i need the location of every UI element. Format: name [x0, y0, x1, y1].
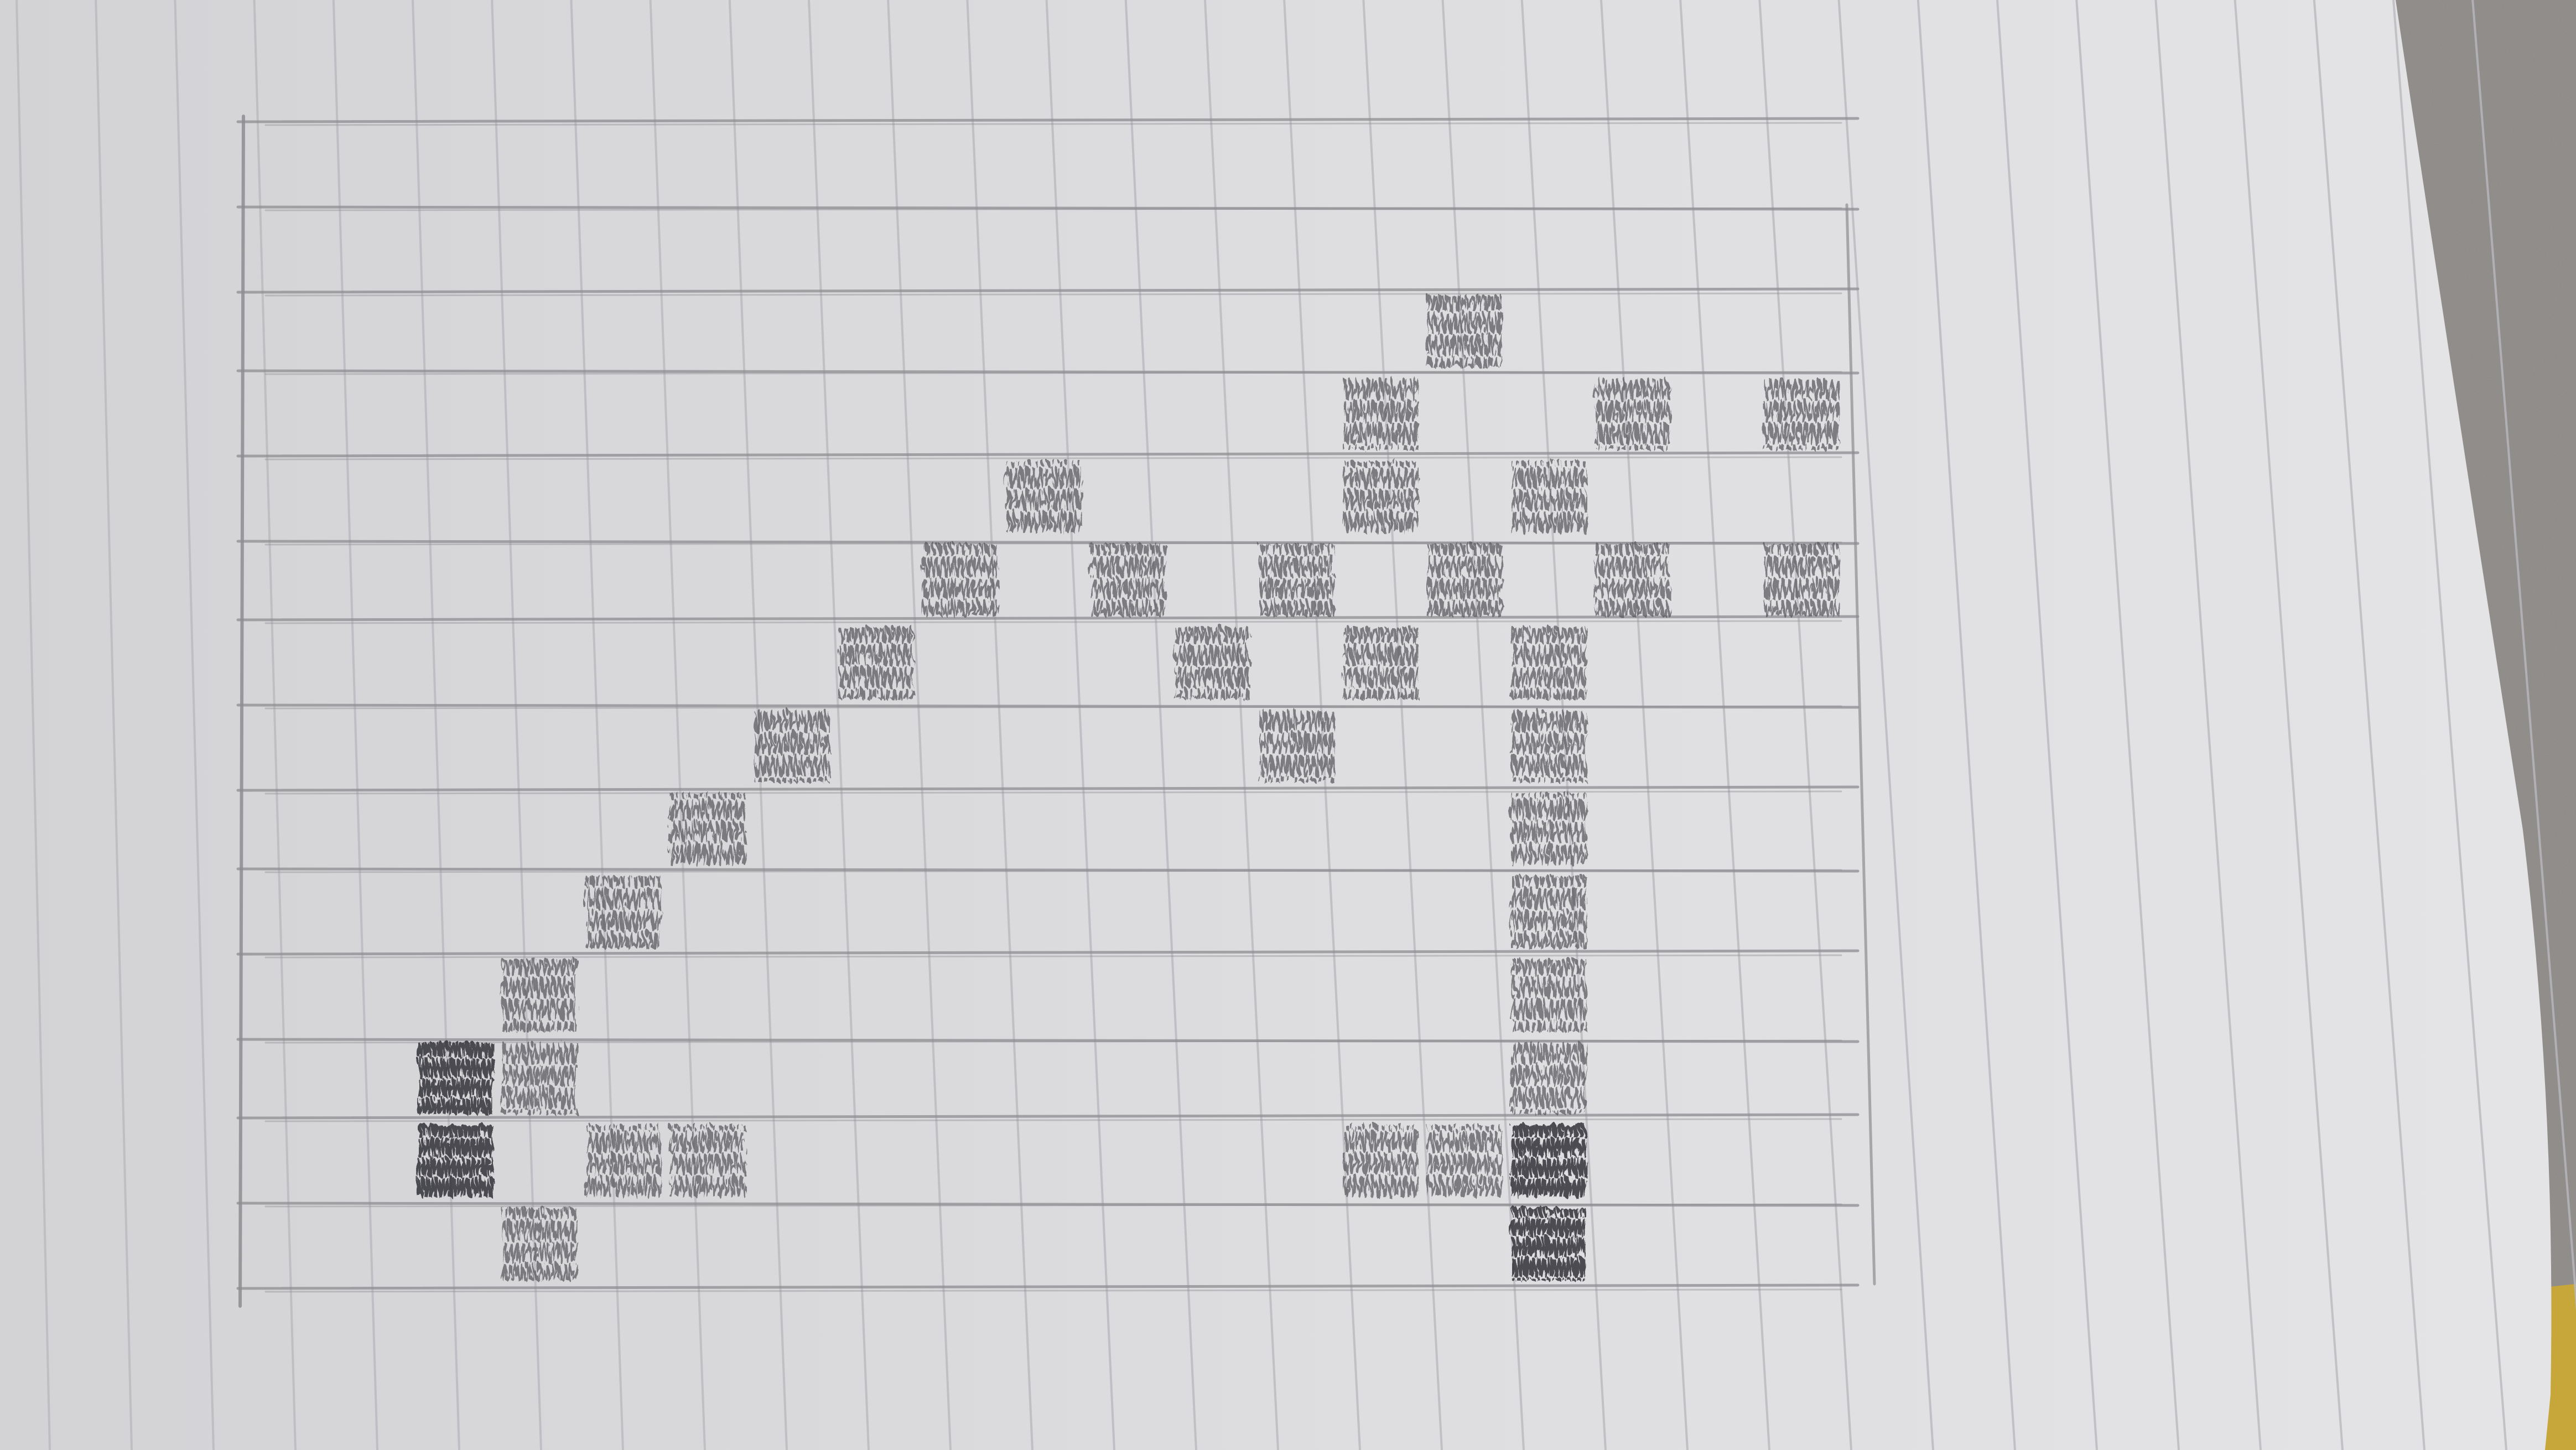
page-ruling-line: [1758, 0, 1852, 1450]
shaded-cell: [668, 791, 744, 863]
shaded-cells: [416, 293, 1837, 1278]
shaded-cell: [1425, 1123, 1500, 1195]
page-ruling-line: [1917, 0, 2016, 1450]
page-ruling-line: [1124, 0, 1197, 1450]
shaded-cell: [1005, 459, 1080, 531]
page-ruling-line: [1045, 0, 1115, 1450]
page-ruling-line: [570, 0, 624, 1450]
page-ruling-line: [966, 0, 1033, 1450]
shaded-cell: [1593, 376, 1669, 448]
pencil-grid-line: [236, 369, 1860, 375]
shaded-cell: [1509, 708, 1585, 780]
page-ruling-line: [1679, 0, 1770, 1450]
shaded-cell: [1341, 376, 1416, 448]
pencil-grid-line: [236, 949, 1860, 956]
pencil-grid-line: [236, 1202, 1860, 1207]
shaded-cell: [668, 1123, 744, 1195]
page-ruling-line: [2471, 0, 2576, 1312]
shaded-cell: [416, 1123, 491, 1195]
page-ruling-line: [15, 0, 51, 1450]
page-ruling-line: [649, 0, 706, 1450]
shaded-cell: [500, 1206, 575, 1278]
page-ruling-line: [887, 0, 952, 1450]
shaded-cell: [1509, 874, 1585, 946]
shaded-cell: [500, 957, 575, 1029]
page-ruling-line: [253, 0, 297, 1450]
pencil-grid-line: [264, 1118, 1842, 1122]
page-rulings: [15, 0, 2576, 1450]
page-ruling-line: [808, 0, 870, 1450]
pencil-grid-line: [238, 115, 245, 1308]
shaded-cell: [1509, 791, 1585, 863]
shaded-cell: [1509, 957, 1585, 1029]
shaded-cell: [416, 1040, 491, 1112]
shaded-cell: [1509, 459, 1585, 531]
pencil-grid-line: [264, 620, 1842, 624]
pencil-grid-line: [236, 451, 1860, 458]
pencil-grid-line: [236, 205, 1860, 211]
pencil-grid-line: [236, 1283, 1860, 1290]
page-ruling-line: [1837, 0, 1934, 1450]
pencil-grid-line: [264, 292, 1842, 297]
page-ruling-line: [2313, 0, 2426, 1450]
page-ruling-line: [174, 0, 215, 1450]
pencil-grid-line: [236, 703, 1860, 709]
page-ruling-line: [2154, 0, 2262, 1450]
page-ruling-line: [2234, 0, 2344, 1450]
shaded-cell: [1593, 542, 1669, 614]
page-ruling-line: [1996, 0, 2098, 1450]
pencil-grid-line: [236, 287, 1860, 294]
page-ruling-line: [412, 0, 460, 1450]
page-ruling-line: [2075, 0, 2180, 1450]
shaded-cell: [1173, 625, 1248, 697]
shaded-cell: [1509, 625, 1585, 697]
shaded-cell: [1089, 542, 1164, 614]
pencil-grid-line: [236, 1113, 1860, 1120]
shaded-cell: [1257, 542, 1332, 614]
shaded-cell: [921, 542, 996, 614]
page-ruling-line: [1362, 0, 1443, 1450]
page-ruling-line: [332, 0, 378, 1450]
shaded-cell: [1762, 376, 1837, 448]
pencil-grid-line: [264, 790, 1842, 795]
pencil-grid-line: [236, 867, 1860, 873]
shaded-cell: [584, 1123, 659, 1195]
shaded-cell: [1509, 1040, 1585, 1112]
shaded-cell: [1341, 625, 1416, 697]
pencil-grid-line: [236, 117, 1860, 123]
shaded-cell: [752, 708, 828, 780]
shaded-cell: [1762, 542, 1837, 614]
shaded-cell: [1425, 542, 1500, 614]
pencil-grid-line: [236, 785, 1860, 792]
shaded-cell: [1257, 708, 1332, 780]
page-ruling-line: [1600, 0, 1689, 1450]
pencil-grid-line: [264, 705, 1842, 710]
pencil-grid-line: [236, 615, 1860, 622]
shaded-cell: [837, 625, 912, 697]
shaded-cell: [1341, 1123, 1416, 1195]
page-ruling-line: [1204, 0, 1279, 1450]
shaded-cell: [1509, 1206, 1585, 1278]
pencil-grid-line: [264, 207, 1842, 211]
pencil-grid-line: [236, 1038, 1860, 1044]
shaded-cell: [500, 1040, 575, 1112]
pencil-grid-line: [1845, 203, 1876, 1286]
shaded-cell: [1509, 1123, 1585, 1195]
page-ruling-line: [2392, 0, 2507, 1450]
shaded-cell: [1341, 459, 1416, 531]
page-ruling-line: [95, 0, 133, 1450]
shaded-cell: [1425, 293, 1500, 365]
shaded-cell: [584, 874, 659, 946]
